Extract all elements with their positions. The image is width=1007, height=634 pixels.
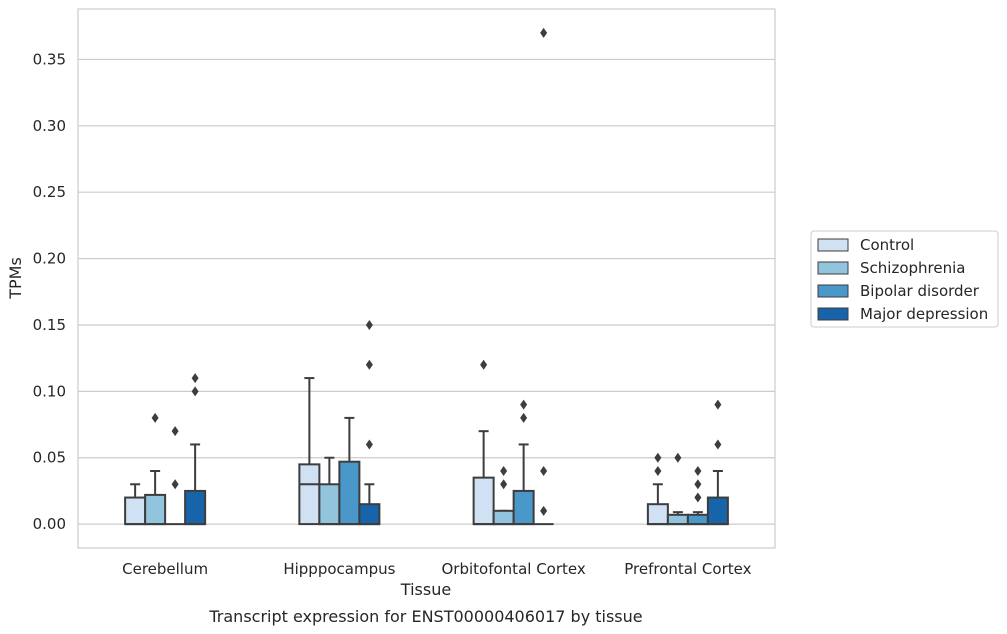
- box-series: [124, 27, 729, 526]
- outlier-point: [365, 319, 373, 330]
- y-tick-label: 0.10: [33, 382, 66, 400]
- y-tick-label: 0.15: [33, 316, 66, 334]
- y-tick-label: 0.30: [33, 117, 66, 135]
- y-tick-label: 0.20: [33, 250, 66, 268]
- outlier-point: [520, 399, 528, 410]
- legend-swatch: [817, 307, 849, 321]
- x-tick-label: Cerebellum: [122, 560, 208, 578]
- outlier-point: [540, 27, 548, 38]
- x-tick-label: Orbitofontal Cortex: [442, 560, 586, 578]
- outlier-point: [191, 373, 199, 384]
- x-tick-label: Prefrontal Cortex: [624, 560, 751, 578]
- box: [358, 503, 381, 526]
- legend-frame: [810, 230, 999, 328]
- outlier-point: [480, 359, 488, 370]
- outlier-point: [365, 439, 373, 450]
- y-tick-label: 0.25: [33, 183, 66, 201]
- y-tick-labels: 0.00 0.05 0.10 0.15 0.20 0.25 0.30 0.35: [33, 50, 66, 533]
- legend-swatch: [817, 238, 849, 252]
- x-axis-label: Tissue: [400, 580, 451, 599]
- box: [666, 513, 689, 526]
- legend-swatch: [817, 284, 849, 298]
- outlier-point: [171, 426, 179, 437]
- series-schizophrenia: [144, 412, 689, 526]
- legend-label: Schizophrenia: [860, 259, 965, 277]
- box: [338, 460, 361, 526]
- box: [646, 503, 669, 526]
- y-tick-label: 0.35: [33, 50, 66, 68]
- outlier-point: [694, 479, 702, 490]
- outlier-point: [500, 479, 508, 490]
- box: [298, 463, 321, 526]
- outlier-point: [191, 386, 199, 397]
- y-axis-label: TPMs: [6, 257, 25, 300]
- box: [492, 509, 515, 526]
- outlier-point: [171, 479, 179, 490]
- x-tick-label: Hipppocampus: [283, 560, 395, 578]
- series-bipolar-disorder: [165, 399, 709, 526]
- y-tick-label: 0.00: [33, 515, 66, 533]
- chart-caption: Transcript expression for ENST0000040601…: [208, 607, 642, 626]
- outlier-point: [654, 466, 662, 476]
- x-tick-labels: Cerebellum Hipppocampus Orbitofontal Corte…: [122, 560, 751, 578]
- outlier-point: [540, 505, 548, 516]
- box: [512, 489, 535, 526]
- outlier-point: [714, 399, 722, 410]
- outlier-point: [654, 452, 662, 463]
- box: [318, 483, 341, 526]
- y-tick-label: 0.05: [33, 449, 66, 467]
- legend-label: Control: [860, 236, 914, 254]
- legend: Control Schizophrenia Bipolar disorder Majo…: [810, 230, 999, 328]
- outlier-point: [520, 412, 528, 423]
- outlier-point: [365, 359, 373, 370]
- box: [686, 513, 709, 526]
- outlier-point: [694, 466, 702, 476]
- plot-frame: [77, 8, 776, 549]
- gridlines: [78, 58, 775, 525]
- outlier-point: [714, 439, 722, 450]
- series-control: [124, 359, 669, 526]
- legend-label: Major depression: [860, 305, 988, 323]
- box: [144, 493, 167, 526]
- outlier-point: [674, 452, 682, 463]
- legend-swatch: [817, 261, 849, 275]
- box: [706, 496, 729, 526]
- box: [472, 476, 495, 526]
- outlier-point: [500, 466, 508, 476]
- outlier-point: [540, 466, 548, 476]
- legend-label: Bipolar disorder: [860, 282, 980, 300]
- series-major-depression: [184, 27, 729, 526]
- outlier-point: [151, 412, 159, 423]
- box: [124, 496, 147, 526]
- outlier-point: [694, 492, 702, 503]
- box: [184, 489, 207, 526]
